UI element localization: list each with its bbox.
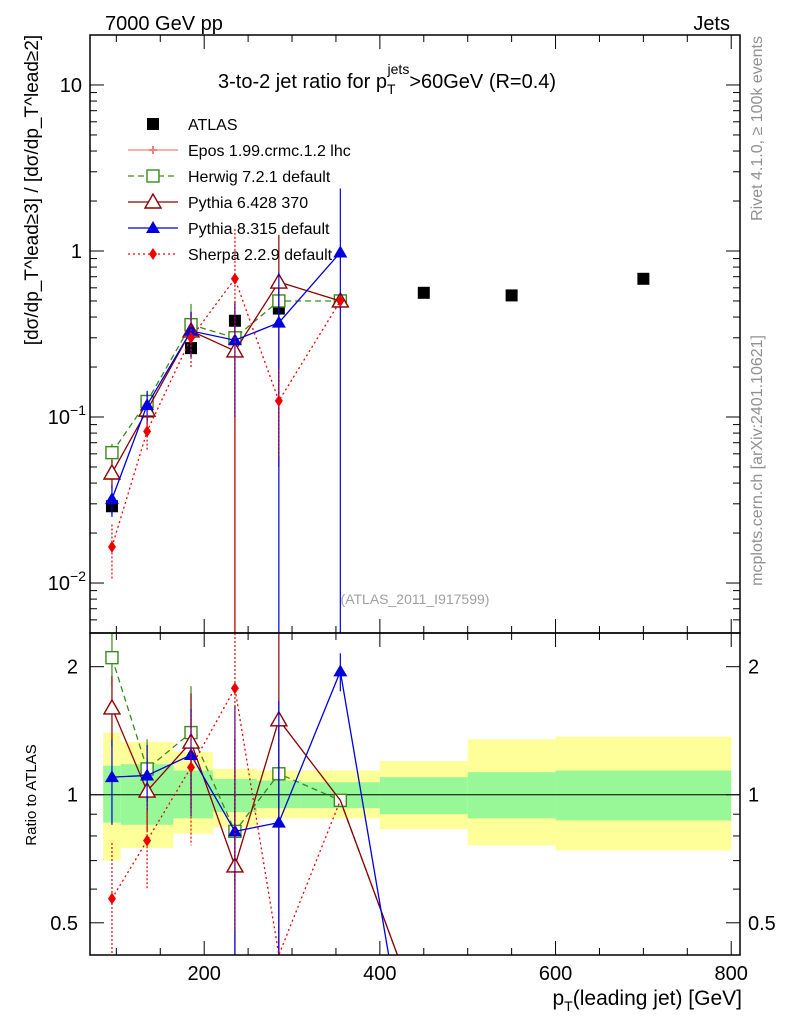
ratio-panel-series [102, 633, 399, 958]
legend-label-herwig: Herwig 7.2.1 default [188, 169, 331, 186]
legend-marker-herwig [146, 169, 160, 183]
pythia8-ratio-point-4 [271, 815, 286, 828]
ratio-ytick-label-left-1: 1 [67, 785, 78, 807]
ratio-xtick-label-1: 400 [363, 963, 396, 985]
sherpa-point-0 [107, 540, 116, 553]
atlas-point-6 [417, 286, 430, 299]
chart-title-post: >60GeV (R=0.4) [409, 71, 556, 93]
sherpa-point-3 [230, 272, 239, 285]
pythia6-ratio-point-0 [102, 698, 122, 715]
ratio-panel-frame [89, 632, 741, 956]
x-axis-label-sub: T [564, 998, 573, 1014]
pythia8-point-3 [227, 333, 242, 346]
band-inner-8 [555, 770, 732, 821]
herwig-point-0 [105, 445, 119, 460]
sherpa-ratio-point-3 [230, 682, 239, 695]
ratio-ytick-label-right-2: 2 [748, 657, 759, 679]
sherpa-point-2 [187, 331, 196, 344]
x-axis-label-post: (leading jet) [GeV] [573, 987, 742, 1010]
watermark: (ATLAS_2011_I917599) [341, 591, 490, 607]
sherpa-point-5 [336, 294, 345, 307]
main-ytick-label-1: 10−1 [48, 402, 86, 429]
sherpa-ratio-point-2 [187, 761, 196, 774]
ratio-ytick-label-left-2: 2 [67, 657, 78, 679]
chart-title-sub: T [387, 81, 396, 97]
ratio-xtick-label-0: 200 [188, 963, 221, 985]
pythia8-point-5 [333, 245, 348, 258]
pythia8-ratio-point-1 [140, 768, 155, 781]
legend-marker-sherpa [149, 248, 157, 260]
header-right: Jets [693, 13, 730, 35]
atlas-point-7 [505, 289, 518, 302]
band-inner-7 [467, 772, 556, 819]
x-axis-label: pT(leading jet) [GeV] [552, 987, 742, 1014]
legend-label-pythia6: Pythia 6.428 370 [188, 195, 308, 212]
chart-title-sup: jets [387, 61, 410, 77]
pythia8-ratio-point-0 [104, 770, 119, 783]
sherpa-point-1 [143, 425, 152, 438]
chart-title: 3-to-2 jet ratio for pTjets>60GeV (R=0.4… [218, 61, 556, 97]
header-left: 7000 GeV pp [105, 13, 223, 35]
legend-marker-epos [149, 146, 157, 154]
main-ylabel: [dσ/dp_T^lead≥3] / [dσ/dp_T^lead≥2] [22, 35, 43, 345]
main-ytick-label-3: 10 [60, 75, 82, 97]
herwig-ratio-point-0 [105, 650, 119, 665]
sherpa-ratio-point-1 [143, 834, 152, 847]
sherpa-line [111, 277, 341, 548]
main-panel-series [102, 188, 650, 633]
legend: ATLAS Epos 1.99.crmc.1.2 lhc Herwig 7.2.1 … [128, 117, 351, 264]
ratio-ytick-label-right-1: 1 [748, 785, 759, 807]
pythia8-point-0 [104, 492, 119, 505]
legend-label-sherpa: Sherpa 2.2.9 default [188, 247, 333, 264]
ratio-ylabel: Ratio to ATLAS [23, 744, 40, 845]
main-axis-ticks: 10−2 10−1 1 10 [48, 34, 740, 634]
pythia8-point-4 [271, 315, 286, 328]
atlas-point-8 [637, 272, 650, 285]
band-inner-6 [379, 777, 468, 815]
pythia8-point-1 [140, 398, 155, 411]
legend-marker-pythia6 [143, 192, 163, 209]
main-ytick-label-2: 1 [71, 241, 82, 263]
rivet-label: Rivet 4.1.0, ≥ 100k events [749, 36, 766, 221]
chart-title-pre: 3-to-2 jet ratio for p [218, 71, 387, 93]
mcplots-label: mcplots.cern.ch [arXiv:2401.10621] [749, 335, 766, 586]
legend-label-epos: Epos 1.99.crmc.1.2 lhc [188, 143, 351, 160]
ratio-ytick-label-left-0: 0.5 [50, 913, 78, 935]
legend-label-atlas: ATLAS [188, 117, 238, 134]
ratio-xtick-label-2: 600 [539, 963, 572, 985]
x-axis-label-pre: p [552, 987, 564, 1010]
sherpa-ratio-point-0 [107, 892, 116, 905]
sherpa-ratio-line [111, 686, 341, 958]
legend-marker-atlas [147, 118, 159, 130]
sherpa-point-4 [274, 394, 283, 407]
pythia8-ratio-point-5 [333, 664, 348, 677]
legend-label-pythia8: Pythia 8.315 default [188, 221, 330, 238]
pythia6-point-0 [102, 463, 122, 480]
legend-marker-pythia8 [146, 221, 160, 233]
ratio-ytick-label-right-0: 0.5 [748, 913, 776, 935]
pythia8-line [111, 252, 341, 500]
ratio-xtick-label-3: 800 [715, 963, 748, 985]
main-ytick-label-0: 10−2 [48, 568, 86, 595]
ratio-axis-ticks: 200 400 600 800 0.5 0.5 1 1 2 2 [50, 633, 776, 985]
